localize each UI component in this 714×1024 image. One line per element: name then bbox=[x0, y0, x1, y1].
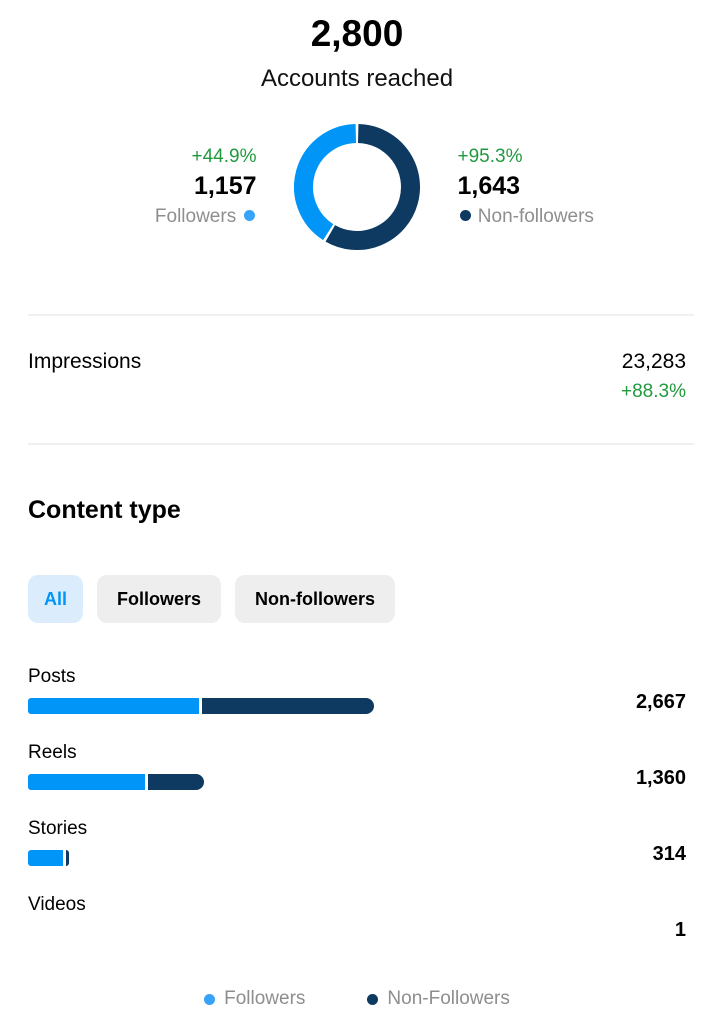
reels-bar bbox=[28, 774, 374, 790]
donut-segment-followers bbox=[293, 124, 356, 241]
donut-chart-svg bbox=[293, 124, 420, 250]
reach-breakdown: +44.9% 1,157 Followers +95.3% 1,643 Non-… bbox=[0, 122, 714, 252]
accounts-reached-subtitle: Accounts reached bbox=[260, 65, 454, 92]
donut-segment-non-followers bbox=[325, 124, 420, 250]
stories-label: Stories bbox=[28, 818, 88, 839]
followers-stat: +44.9% 1,157 Followers bbox=[28, 145, 294, 229]
followers-stat-label: Followers bbox=[28, 205, 257, 229]
chart-legend: Followers Non-Followers bbox=[28, 988, 686, 1010]
posts-label: Posts bbox=[28, 666, 76, 687]
reach-header: 2,800 Accounts reached bbox=[0, 0, 714, 94]
posts-bar-non-followers-segment bbox=[201, 698, 374, 714]
reels-label: Reels bbox=[28, 742, 77, 763]
legend-non-followers: Non-Followers bbox=[367, 988, 510, 1010]
non-followers-label-text: Non-followers bbox=[477, 206, 594, 227]
videos-bar bbox=[28, 926, 374, 942]
posts-value: 2,667 bbox=[635, 691, 686, 713]
legend-followers: Followers bbox=[204, 988, 305, 1010]
divider bbox=[28, 314, 694, 316]
followers-dot-icon bbox=[243, 210, 255, 222]
divider bbox=[28, 443, 694, 445]
impressions-delta: +88.3% bbox=[621, 381, 686, 402]
stories-bar-followers-segment bbox=[28, 850, 63, 866]
reach-donut-chart bbox=[293, 124, 420, 250]
content-type-title: Content type bbox=[28, 496, 181, 524]
stories-bar-non-followers-segment bbox=[65, 850, 69, 866]
non-followers-delta: +95.3% bbox=[457, 146, 523, 167]
filter-followers-chip[interactable]: Followers bbox=[97, 575, 222, 623]
impressions-row: Impressions 23,283 +88.3% bbox=[0, 316, 714, 403]
impressions-metrics: 23,283 +88.3% bbox=[621, 349, 686, 403]
posts-bar bbox=[28, 698, 374, 714]
non-followers-dot-icon bbox=[459, 210, 471, 222]
followers-label-text: Followers bbox=[154, 206, 237, 227]
stories-bar bbox=[28, 850, 374, 866]
impressions-label: Impressions bbox=[28, 350, 142, 373]
reels-bar-non-followers-segment bbox=[148, 774, 205, 790]
content-type-bars: Posts 2,667 Reels 1,360 Stories bbox=[28, 665, 686, 942]
followers-delta: +44.9% bbox=[191, 146, 257, 167]
content-row-posts: Posts 2,667 bbox=[28, 665, 686, 714]
content-row-reels: Reels 1,360 bbox=[28, 741, 686, 790]
videos-label: Videos bbox=[28, 894, 86, 915]
content-row-videos: Videos 1 bbox=[28, 893, 686, 942]
legend-non-followers-label: Non-Followers bbox=[387, 988, 510, 1009]
non-followers-stat: +95.3% 1,643 Non-followers bbox=[420, 145, 687, 229]
reels-bar-followers-segment bbox=[28, 774, 146, 790]
impressions-value: 23,283 bbox=[621, 350, 686, 373]
followers-value: 1,157 bbox=[193, 172, 257, 200]
filter-all-chip[interactable]: All bbox=[28, 575, 84, 623]
stories-value: 314 bbox=[652, 843, 686, 865]
followers-dot-icon bbox=[204, 993, 216, 1005]
accounts-reached-total: 2,800 bbox=[310, 13, 404, 54]
non-followers-stat-label: Non-followers bbox=[458, 205, 687, 229]
legend-followers-label: Followers bbox=[224, 988, 306, 1009]
non-followers-dot-icon bbox=[367, 993, 379, 1005]
non-followers-value: 1,643 bbox=[457, 172, 521, 200]
content-type-section: Content type All Followers Non-followers… bbox=[0, 495, 714, 1010]
content-row-stories: Stories 314 bbox=[28, 817, 686, 866]
videos-value: 1 bbox=[674, 919, 686, 941]
reels-value: 1,360 bbox=[635, 767, 686, 789]
content-type-filters: All Followers Non-followers bbox=[28, 575, 686, 623]
posts-bar-followers-segment bbox=[28, 698, 199, 714]
filter-non-followers-chip[interactable]: Non-followers bbox=[235, 575, 396, 623]
